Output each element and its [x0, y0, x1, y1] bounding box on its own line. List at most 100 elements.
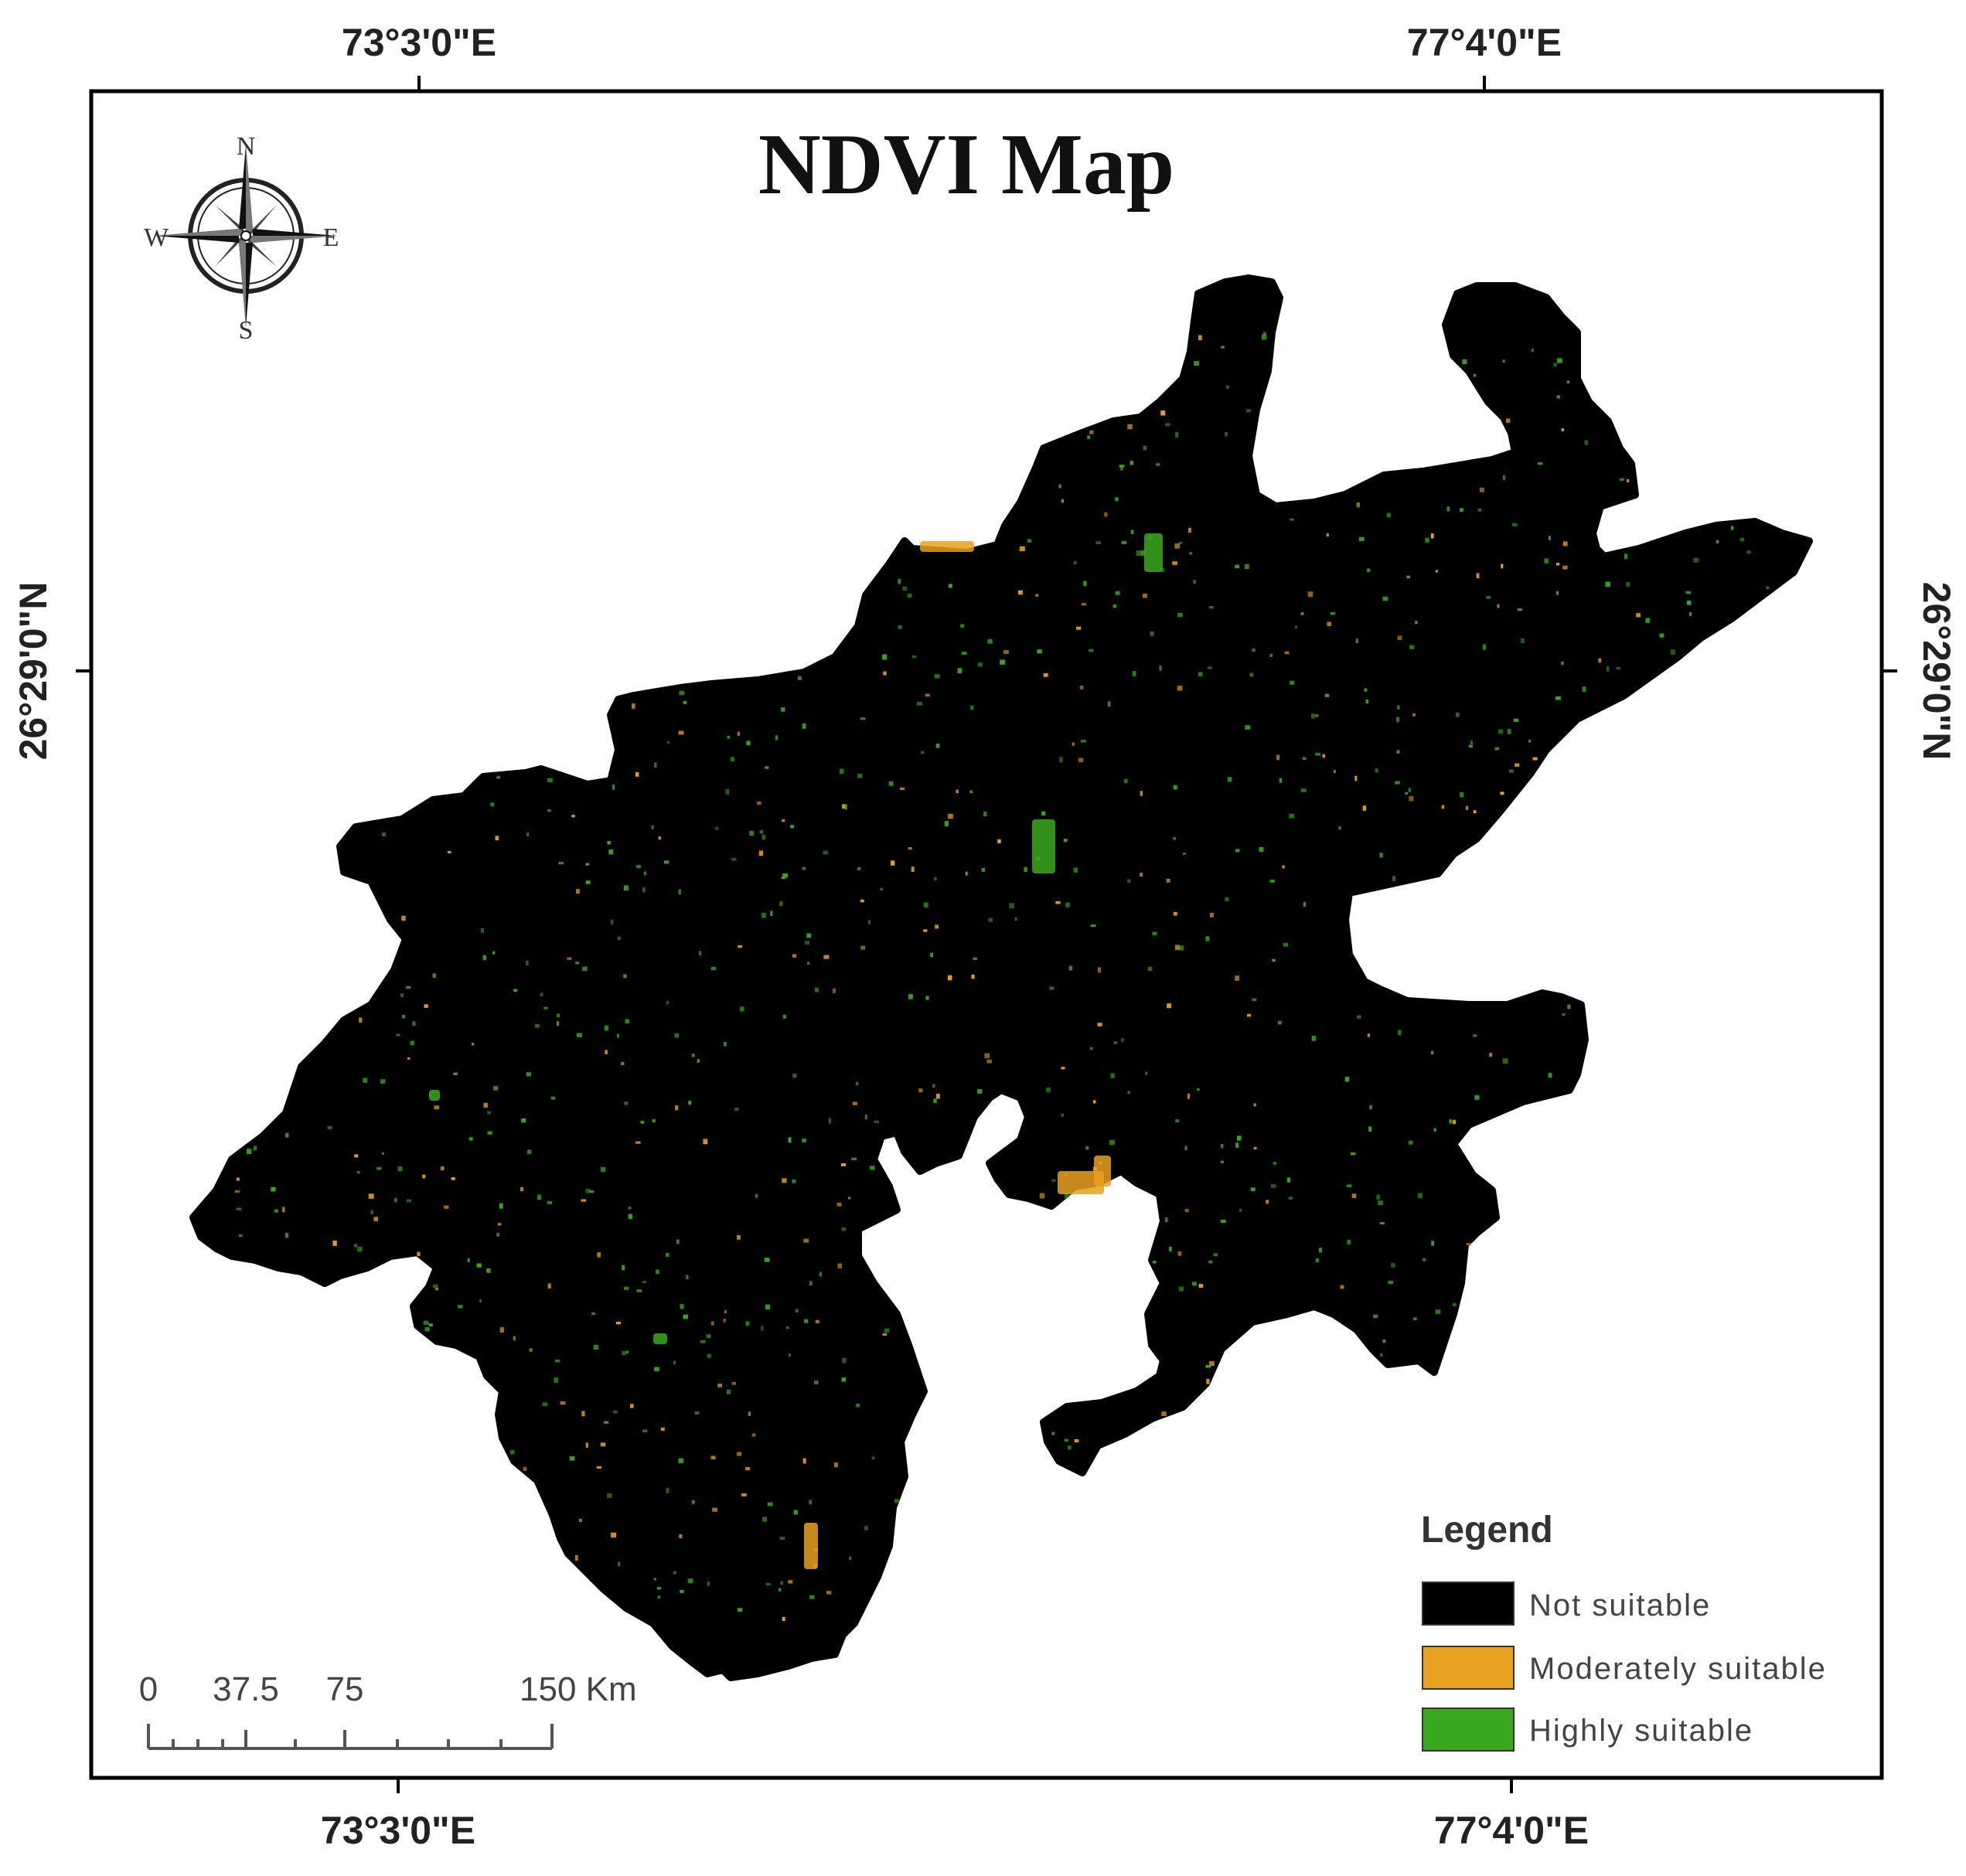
moderate-pixel — [956, 789, 959, 794]
high-pixel — [888, 781, 894, 786]
high-pixel — [1290, 680, 1295, 685]
high-pixel — [785, 1326, 789, 1330]
high-pixel — [1521, 638, 1525, 643]
high-pixel — [1177, 612, 1183, 618]
high-pixel — [778, 1588, 782, 1592]
high-pixel — [1408, 788, 1411, 792]
high-pixel — [1249, 672, 1254, 677]
high-pixel — [911, 655, 917, 659]
moderate-pixel — [611, 1532, 617, 1538]
high-pixel — [1645, 618, 1651, 623]
moderate-pixel — [1166, 878, 1170, 883]
high-pixel — [1259, 846, 1264, 852]
high-pixel — [934, 674, 940, 679]
high-pixel — [1064, 1438, 1069, 1442]
high-pixel — [591, 1312, 596, 1316]
high-pixel — [917, 701, 922, 706]
high-pixel — [569, 1456, 575, 1461]
high-pixel — [961, 652, 967, 655]
high-pixel — [725, 788, 730, 795]
high-pixel — [1395, 781, 1400, 785]
high-pixel — [493, 1086, 499, 1091]
high-pixel — [1279, 778, 1283, 783]
high-pixel — [1277, 1020, 1282, 1025]
high-pixel — [628, 1214, 632, 1219]
high-pixel — [1365, 699, 1368, 704]
high-pixel — [809, 1500, 812, 1505]
high-pixel — [807, 962, 810, 965]
moderate-pixel — [1209, 1360, 1215, 1367]
high-pixel — [740, 1006, 744, 1012]
high-pixel — [618, 1561, 621, 1567]
high-pixel — [759, 830, 764, 834]
moderate-pixel — [948, 813, 953, 819]
high-pixel — [1208, 1260, 1213, 1264]
high-pixel — [608, 849, 614, 855]
high-pixel — [1397, 705, 1400, 710]
high-pixel — [1562, 1013, 1566, 1016]
high-pixel — [762, 912, 766, 918]
high-pixel — [765, 766, 769, 769]
high-pixel — [779, 901, 783, 907]
moderate-pixel — [678, 730, 684, 735]
high-pixel — [1207, 666, 1213, 669]
high-pixel — [1318, 1248, 1323, 1253]
high-pixel — [1085, 1146, 1089, 1150]
high-pixel — [1205, 1365, 1211, 1368]
ndvi-class-pixels — [234, 332, 1770, 1622]
high-pixel — [1289, 813, 1294, 819]
moderate-pixel — [615, 1321, 622, 1325]
high-pixel — [874, 1120, 879, 1123]
high-pixel — [1685, 591, 1692, 594]
high-pixel — [1037, 649, 1042, 654]
legend-swatch-not-suitable — [1422, 1581, 1515, 1626]
moderate-pixel — [1441, 805, 1445, 809]
moderate-pixel — [1160, 410, 1166, 416]
moderate-pixel — [1127, 424, 1133, 430]
high-pixel — [1225, 897, 1229, 901]
high-pixel — [1582, 686, 1586, 693]
high-pixel — [1198, 672, 1203, 676]
legend: Legend Not suitable Moderately suitable … — [1421, 1510, 1825, 1752]
high-pixel — [1356, 1015, 1361, 1019]
high-pixel — [841, 1377, 847, 1382]
high-pixel — [1397, 1030, 1402, 1036]
high-pixel — [762, 834, 766, 840]
high-pixel — [908, 994, 913, 999]
high-pixel — [1059, 757, 1063, 763]
high-pixel — [547, 778, 553, 783]
high-pixel — [428, 1323, 433, 1326]
high-pixel — [1130, 461, 1133, 465]
moderate-patch — [1094, 1156, 1111, 1187]
high-pixel — [601, 1166, 605, 1173]
moderate-pixel — [359, 1017, 363, 1023]
high-pixel — [578, 1518, 582, 1523]
high-pixel — [765, 1582, 771, 1586]
high-pixel — [354, 1244, 357, 1248]
high-pixel — [880, 887, 884, 891]
moderate-pixel — [1415, 621, 1418, 625]
moderate-pixel — [1167, 1003, 1172, 1009]
moderate-pixel — [1367, 1033, 1371, 1037]
high-pixel — [802, 1139, 806, 1142]
high-pixel — [1194, 361, 1200, 366]
high-pixel — [1364, 688, 1368, 692]
moderate-pixel — [1489, 1053, 1492, 1057]
high-pixel — [793, 1510, 798, 1515]
moderate-pixel — [581, 1199, 587, 1202]
moderate-pixel — [1198, 1284, 1204, 1288]
high-pixel — [665, 1253, 670, 1257]
moderate-pixel — [792, 954, 796, 958]
high-pixel — [981, 868, 986, 872]
moderate-pixel — [597, 1252, 601, 1258]
high-pixel — [1311, 1036, 1317, 1041]
moderate-pixel — [1184, 1208, 1189, 1213]
high-pixel — [640, 1121, 645, 1124]
high-pixel — [547, 1200, 553, 1204]
moderate-pixel — [918, 1088, 923, 1093]
high-pixel — [1413, 1317, 1417, 1320]
high-pixel — [537, 1194, 542, 1200]
moderate-pixel — [401, 915, 406, 921]
high-pixel — [1408, 1140, 1413, 1145]
high-pixel — [749, 830, 754, 836]
